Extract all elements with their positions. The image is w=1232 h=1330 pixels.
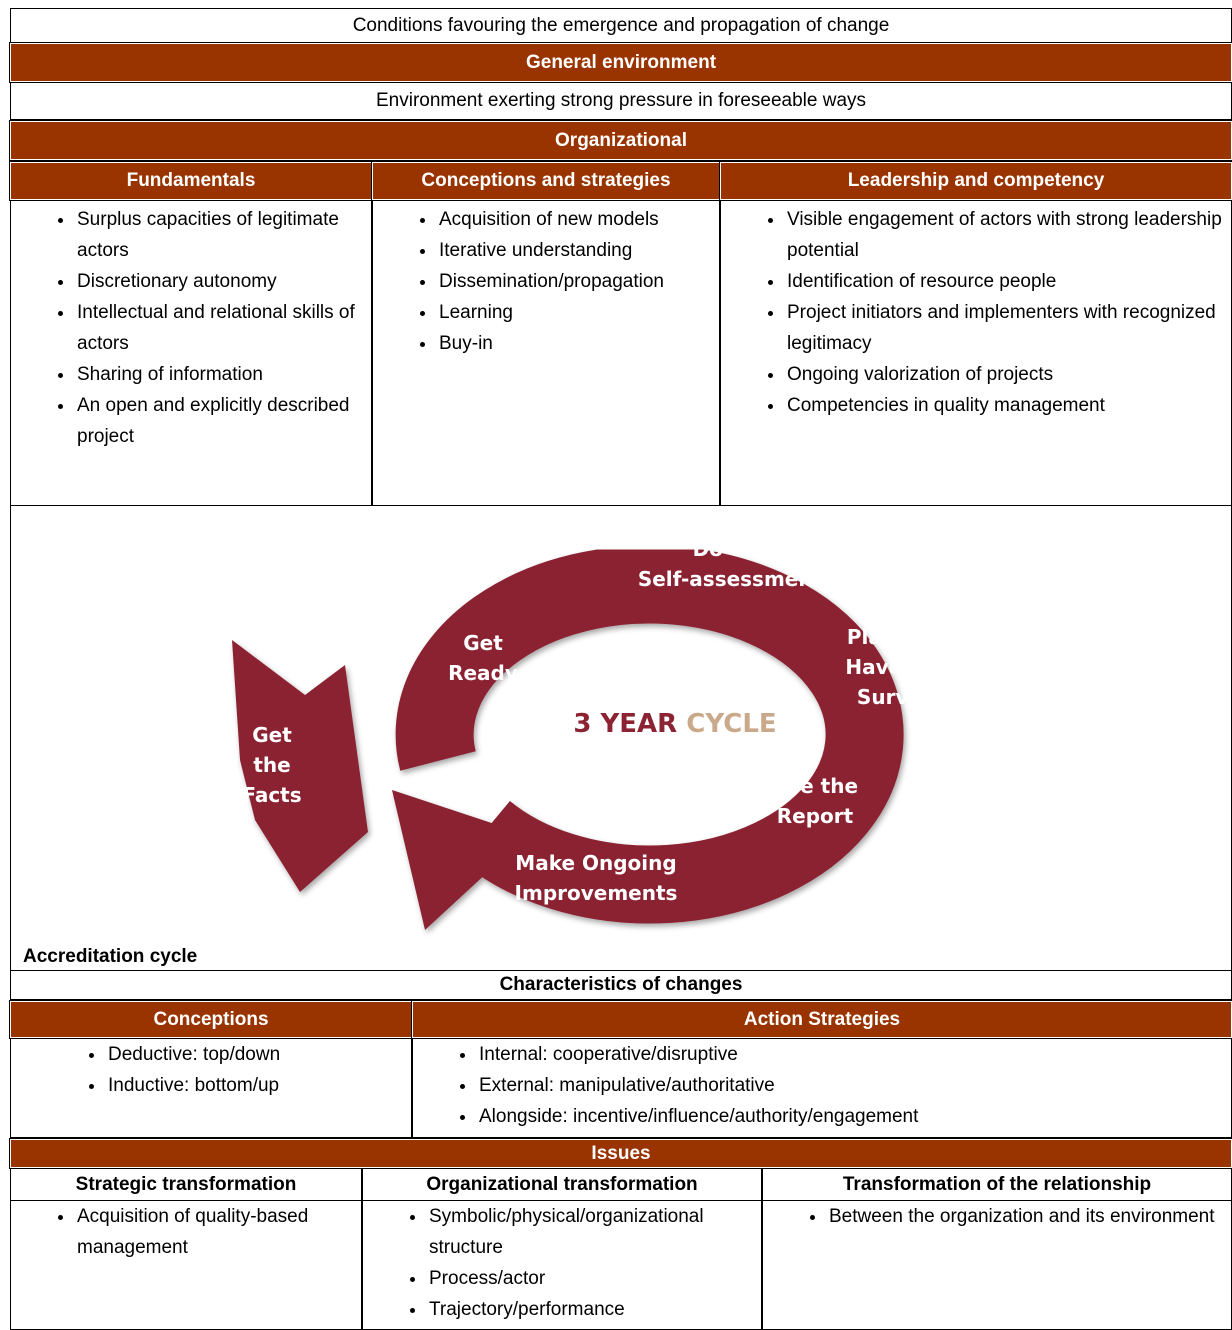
list-item: Between the organization and its environ… (827, 1201, 1223, 1232)
list: Acquisition of quality-based management (11, 1201, 361, 1263)
list-cell: Surplus capacities of legitimate actorsD… (10, 200, 372, 506)
label-line: Self-assessment (638, 567, 823, 591)
label-line: Get (252, 723, 292, 747)
heading: Conceptions (153, 1008, 269, 1030)
label-line: Make Ongoing (515, 851, 676, 875)
header-cell: Transformation of the relationship (762, 1168, 1232, 1201)
heading: Characteristics of changes (499, 974, 743, 995)
heading: Issues (591, 1142, 651, 1164)
list-item: Visible engagement of actors with strong… (785, 204, 1223, 266)
list-cell: Between the organization and its environ… (762, 1200, 1232, 1330)
header-cell: Leadership and competency (719, 161, 1232, 201)
list-item: Project initiators and implementers with… (785, 297, 1223, 359)
list-item: Alongside: incentive/influence/authority… (477, 1101, 1223, 1132)
text: Environment exerting strong pressure in … (375, 90, 867, 111)
list-cell: Deductive: top/downInductive: bottom/up (10, 1038, 412, 1138)
heading: Strategic transformation (75, 1173, 297, 1195)
list-item: Intellectual and relational skills of ac… (75, 297, 363, 359)
header-cell: Organizational (9, 120, 1232, 161)
list-cell: Internal: cooperative/disruptiveExternal… (412, 1038, 1232, 1138)
label-line: Do the (693, 537, 768, 561)
header-cell: Characteristics of changes (10, 970, 1232, 1000)
label-line: Use the (772, 774, 858, 798)
header-cell: General environment (9, 42, 1232, 83)
label-line: Ready (448, 661, 518, 685)
heading: Transformation of the relationship (842, 1173, 1152, 1195)
header-cell: Organizational transformation (362, 1168, 762, 1201)
list-item: Acquisition of quality-based management (75, 1201, 353, 1263)
list: Symbolic/physical/organizational structu… (363, 1201, 761, 1325)
cycle-ring (395, 545, 904, 924)
list: Between the organization and its environ… (763, 1201, 1231, 1232)
list-item: Learning (437, 297, 711, 328)
heading: Fundamentals (126, 170, 256, 191)
heading: Conceptions and strategies (421, 170, 671, 191)
header-cell: Strategic transformation (10, 1168, 362, 1201)
cycle-label: Do the Self-assessment (638, 537, 823, 591)
heading: Organizational (555, 129, 687, 151)
heading: Leadership and competency (847, 170, 1105, 191)
list-item: Deductive: top/down (106, 1039, 403, 1070)
list: Surplus capacities of legitimate actorsD… (11, 204, 371, 452)
list-item: Dissemination/propagation (437, 266, 711, 297)
center-label: 3 YEAR CYCLE (573, 709, 776, 739)
list-item: An open and explicitly described project (75, 390, 363, 452)
cycle-arrowhead (392, 790, 528, 930)
list-item: Internal: cooperative/disruptive (477, 1039, 1223, 1070)
list-item: Ongoing valorization of projects (785, 359, 1223, 390)
list-item: Buy-in (437, 328, 711, 359)
list-item: Symbolic/physical/organizational structu… (427, 1201, 753, 1263)
center-part: CYCLE (686, 709, 776, 739)
list-cell: Visible engagement of actors with strong… (720, 200, 1232, 506)
cycle-label: Get the Facts (242, 723, 301, 807)
header-cell: Fundamentals (9, 161, 373, 201)
list-item: Inductive: bottom/up (106, 1070, 403, 1101)
list-cell: Symbolic/physical/organizational structu… (362, 1200, 762, 1330)
label-line: Get (463, 631, 503, 655)
label-line: Have the (845, 655, 946, 679)
heading: General environment (525, 51, 717, 73)
list-cell: Acquisition of new modelsIterative under… (372, 200, 720, 506)
title: Conditions favouring the emergence and p… (352, 14, 890, 36)
cycle-label: Get Ready (448, 631, 518, 685)
list: Deductive: top/downInductive: bottom/up (11, 1039, 411, 1101)
label-line: Improvements (515, 881, 678, 905)
list: Visible engagement of actors with strong… (721, 204, 1231, 421)
label-line: Survey (857, 685, 935, 709)
header-cell: Action Strategies (411, 1000, 1232, 1039)
header-cell: Conceptions (9, 1000, 413, 1039)
label-line: Facts (242, 783, 301, 807)
heading: Organizational transformation (426, 1173, 698, 1195)
cycle-label: Make Ongoing Improvements (515, 851, 678, 905)
label-line: Report (777, 804, 854, 828)
list-item: Competencies in quality management (785, 390, 1223, 421)
header-cell: Conceptions and strategies (371, 161, 721, 201)
list-item: Acquisition of new models (437, 204, 711, 235)
list-item: Sharing of information (75, 359, 363, 390)
label-line: Plan and (847, 625, 945, 649)
center-part: 3 YEAR (573, 709, 677, 739)
list-item: Trajectory/performance (427, 1294, 753, 1325)
list-item: Iterative understanding (437, 235, 711, 266)
heading: Action Strategies (743, 1008, 901, 1030)
list-cell: Acquisition of quality-based management (10, 1200, 362, 1330)
diagram-cell: Do the Self-assessment Plan and Have the Sur… (10, 505, 1232, 971)
list-item: Process/actor (427, 1263, 753, 1294)
title-cell: Conditions favouring the emergence and p… (10, 8, 1232, 43)
list: Acquisition of new modelsIterative under… (373, 204, 719, 359)
cycle-label: Use the Report (772, 774, 858, 828)
facts-arrow (232, 640, 368, 892)
list-item: External: manipulative/authoritative (477, 1070, 1223, 1101)
label-line: the (253, 753, 290, 777)
list-item: Surplus capacities of legitimate actors (75, 204, 363, 266)
list: Internal: cooperative/disruptiveExternal… (413, 1039, 1231, 1132)
header-cell: Issues (9, 1138, 1232, 1169)
cycle-label: Plan and Have the Survey (845, 625, 946, 709)
list-item: Identification of resource people (785, 266, 1223, 297)
caption: Accreditation cycle (23, 946, 198, 967)
text-cell: Environment exerting strong pressure in … (10, 82, 1232, 120)
list-item: Discretionary autonomy (75, 266, 363, 297)
